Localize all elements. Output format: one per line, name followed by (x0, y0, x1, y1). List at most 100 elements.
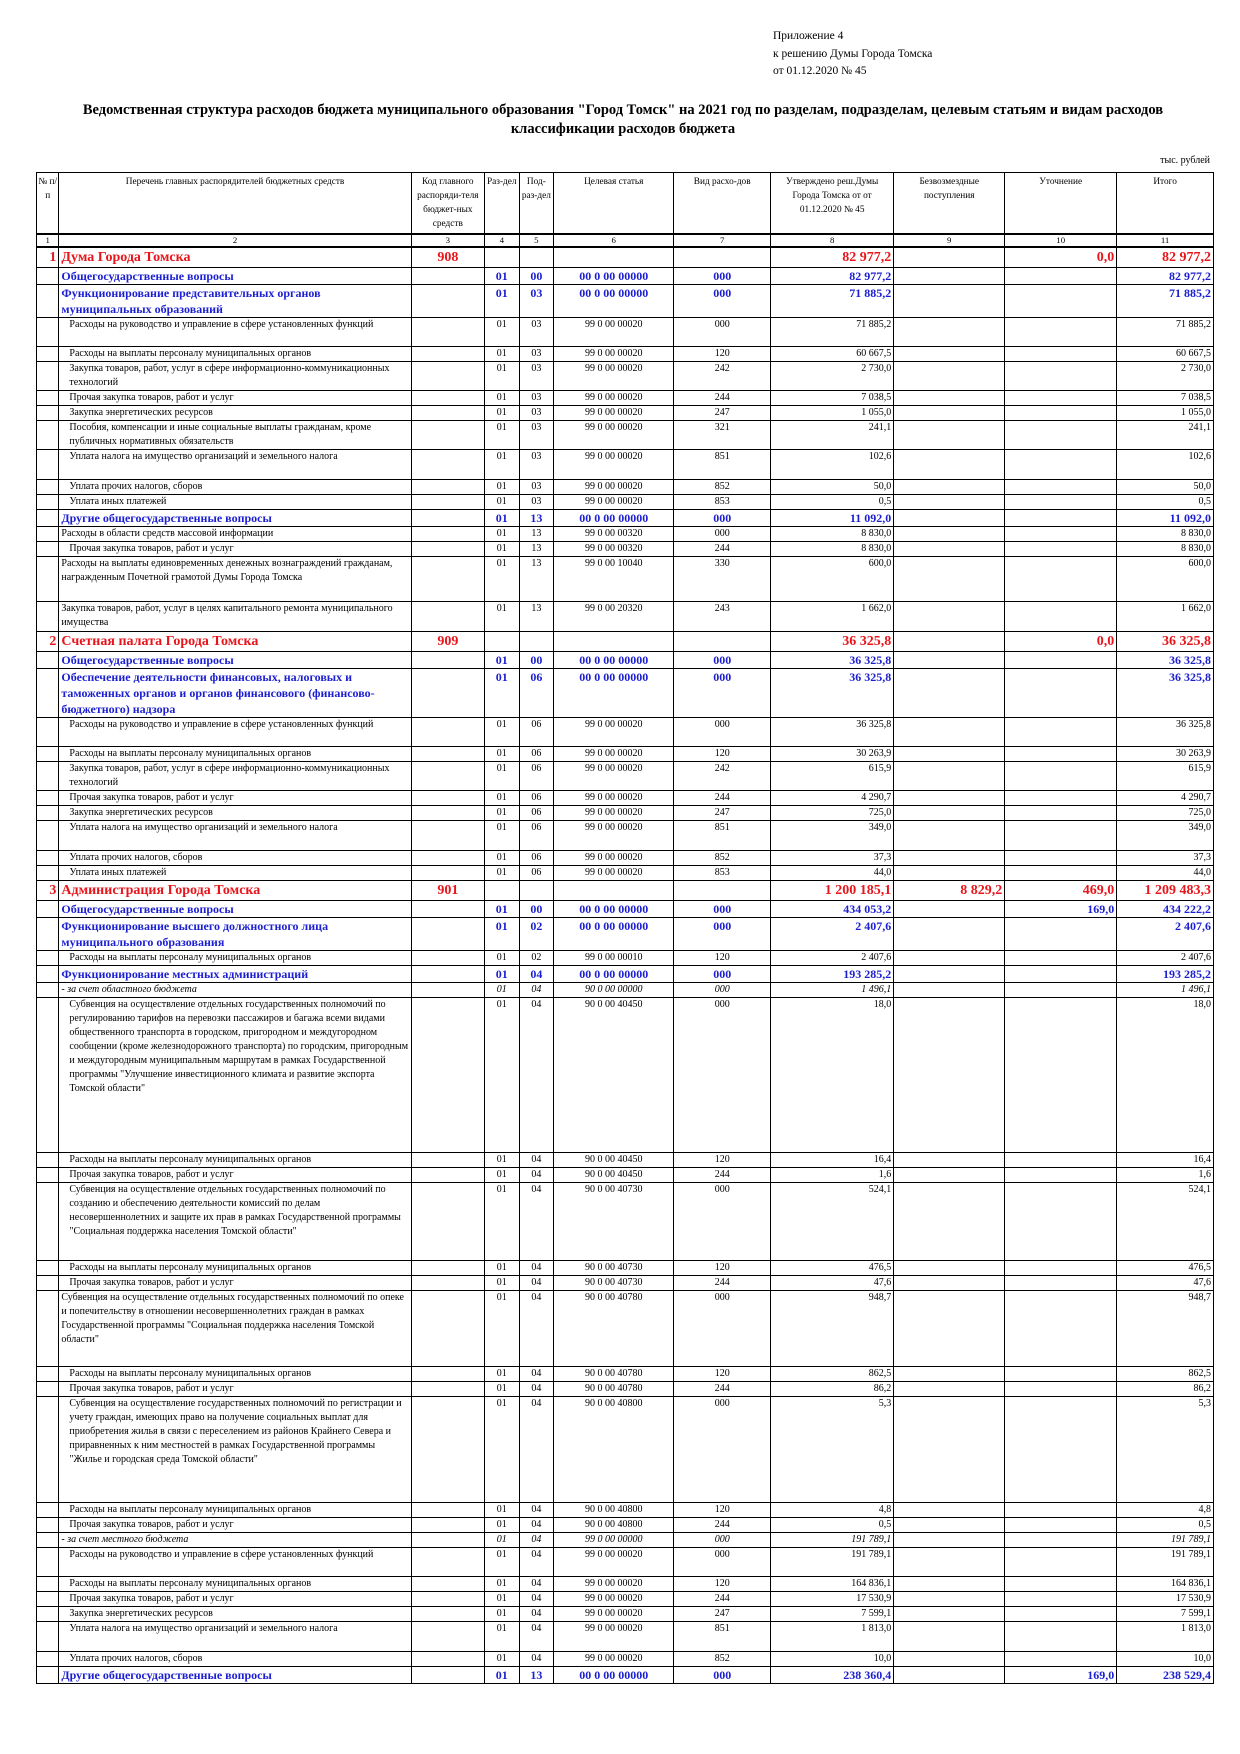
expense-type-cell: 244 (673, 790, 772, 806)
manager-code-cell (410, 1182, 485, 1261)
approved-amount-cell: 71 885,2 (770, 317, 895, 347)
section-cell (483, 631, 520, 652)
total-amount-cell: 17 530,9 (1116, 1591, 1214, 1607)
target-article-cell: 99 0 00 00020 (553, 361, 675, 391)
section-cell: 01 (483, 405, 520, 421)
expense-type-cell: 000 (673, 1182, 772, 1261)
row-number-cell (35, 346, 60, 362)
item-name-cell: Уплата налога на имущество организаций и… (58, 820, 412, 851)
subsection-cell: 06 (518, 717, 555, 747)
table-row: Уплата прочих налогов, сборов 01 03 99 0 00… (35, 479, 1214, 495)
item-name-cell: Обеспечение деятельности финансовых, нал… (58, 668, 412, 718)
subsection-cell: 13 (518, 601, 555, 632)
section-cell: 01 (483, 284, 520, 318)
row-number-cell (35, 1290, 60, 1367)
section-cell: 01 (483, 865, 520, 881)
row-number-cell (35, 1152, 60, 1168)
target-article-cell: 00 0 00 00000 (553, 917, 675, 951)
correction-amount-cell: 169,0 (1004, 900, 1118, 918)
row-number-cell (35, 526, 60, 542)
item-name-cell: Субвенция на осуществление отдельных гос… (58, 997, 412, 1153)
manager-code-cell (410, 1502, 485, 1518)
section-cell: 01 (483, 1182, 520, 1261)
table-row: Субвенция на осуществление государственн… (35, 1396, 1214, 1503)
manager-code-cell (410, 267, 485, 285)
row-number-cell (35, 850, 60, 866)
row-number-cell (35, 1260, 60, 1276)
grants-amount-cell (893, 1381, 1006, 1397)
item-name-cell: Другие общегосударственные вопросы (58, 509, 412, 527)
total-amount-cell: 2 407,6 (1116, 950, 1214, 966)
section-row: Функционирование местных администраций 01… (35, 965, 1214, 983)
item-name-cell: Прочая закупка товаров, работ и услуг (58, 1517, 412, 1533)
expense-type-cell: 852 (673, 479, 772, 495)
subsection-cell: 04 (518, 1366, 555, 1382)
column-number: 9 (893, 233, 1006, 248)
item-name-cell: Общегосударственные вопросы (58, 651, 412, 669)
target-article-cell: 00 0 00 00000 (553, 900, 675, 918)
row-number-cell (35, 1517, 60, 1533)
target-article-cell: 99 0 00 00320 (553, 526, 675, 542)
grants-amount-cell (893, 1260, 1006, 1276)
table-row: Расходы в области средств массовой инфор… (35, 526, 1214, 542)
grants-amount-cell (893, 1606, 1006, 1622)
expense-type-cell: 853 (673, 865, 772, 881)
approved-amount-cell: 82 977,2 (770, 267, 895, 285)
grants-amount-cell (893, 526, 1006, 542)
section-cell: 01 (483, 1576, 520, 1592)
total-amount-cell: 47,6 (1116, 1275, 1214, 1291)
manager-code-cell (410, 420, 485, 450)
section-cell: 01 (483, 900, 520, 918)
section-cell: 01 (483, 1666, 520, 1684)
manager-code-cell (410, 390, 485, 406)
section-cell: 01 (483, 917, 520, 951)
manager-code-cell (410, 805, 485, 821)
row-number-cell (35, 267, 60, 285)
row-number-cell (35, 965, 60, 983)
expense-type-cell: 120 (673, 1502, 772, 1518)
grants-amount-cell (893, 651, 1006, 669)
table-row: Прочая закупка товаров, работ и услуг 01 1… (35, 541, 1214, 557)
correction-amount-cell: 0,0 (1004, 246, 1118, 268)
manager-code-cell (410, 820, 485, 851)
row-number-cell (35, 982, 60, 998)
total-amount-cell: 193 285,2 (1116, 965, 1214, 983)
column-header: Код главного распоряди-теля бюджет-ных с… (410, 172, 485, 235)
organization-row: 1 Дума Города Томска 908 82 977,2 0,0 82 977,… (35, 246, 1214, 268)
subsection-cell: 03 (518, 361, 555, 391)
item-name-cell: Расходы на выплаты персоналу муниципальн… (58, 1576, 412, 1592)
subsection-cell: 06 (518, 746, 555, 762)
expense-type-cell: 851 (673, 449, 772, 480)
target-article-cell (553, 246, 675, 268)
total-amount-cell: 238 529,4 (1116, 1666, 1214, 1684)
column-header: Итого (1116, 172, 1214, 235)
grants-amount-cell (893, 405, 1006, 421)
correction-amount-cell (1004, 284, 1118, 318)
grants-amount-cell (893, 1621, 1006, 1652)
row-number-cell: 3 (35, 880, 60, 901)
manager-code-cell (410, 717, 485, 747)
correction-amount-cell (1004, 1290, 1118, 1367)
approved-amount-cell: 30 263,9 (770, 746, 895, 762)
expense-type-cell: 244 (673, 541, 772, 557)
subsection-cell: 04 (518, 1182, 555, 1261)
manager-code-cell (410, 479, 485, 495)
total-amount-cell: 50,0 (1116, 479, 1214, 495)
subsection-cell: 04 (518, 1381, 555, 1397)
target-article-cell: 90 0 00 40800 (553, 1396, 675, 1503)
row-number-cell (35, 601, 60, 632)
expense-type-cell (673, 246, 772, 268)
manager-code-cell (410, 1517, 485, 1533)
target-article-cell: 99 0 00 00020 (553, 390, 675, 406)
correction-amount-cell (1004, 1167, 1118, 1183)
column-header: Под-раз-дел (518, 172, 555, 235)
expense-type-cell: 120 (673, 1260, 772, 1276)
column-header: Перечень главных распорядителей бюджетны… (58, 172, 412, 235)
manager-code-cell: 901 (410, 880, 485, 901)
correction-amount-cell (1004, 1502, 1118, 1518)
section-cell: 01 (483, 950, 520, 966)
total-amount-cell: 0,5 (1116, 494, 1214, 510)
approved-amount-cell: 191 789,1 (770, 1532, 895, 1548)
section-row: Обеспечение деятельности финансовых, нал… (35, 668, 1214, 718)
grants-amount-cell (893, 390, 1006, 406)
